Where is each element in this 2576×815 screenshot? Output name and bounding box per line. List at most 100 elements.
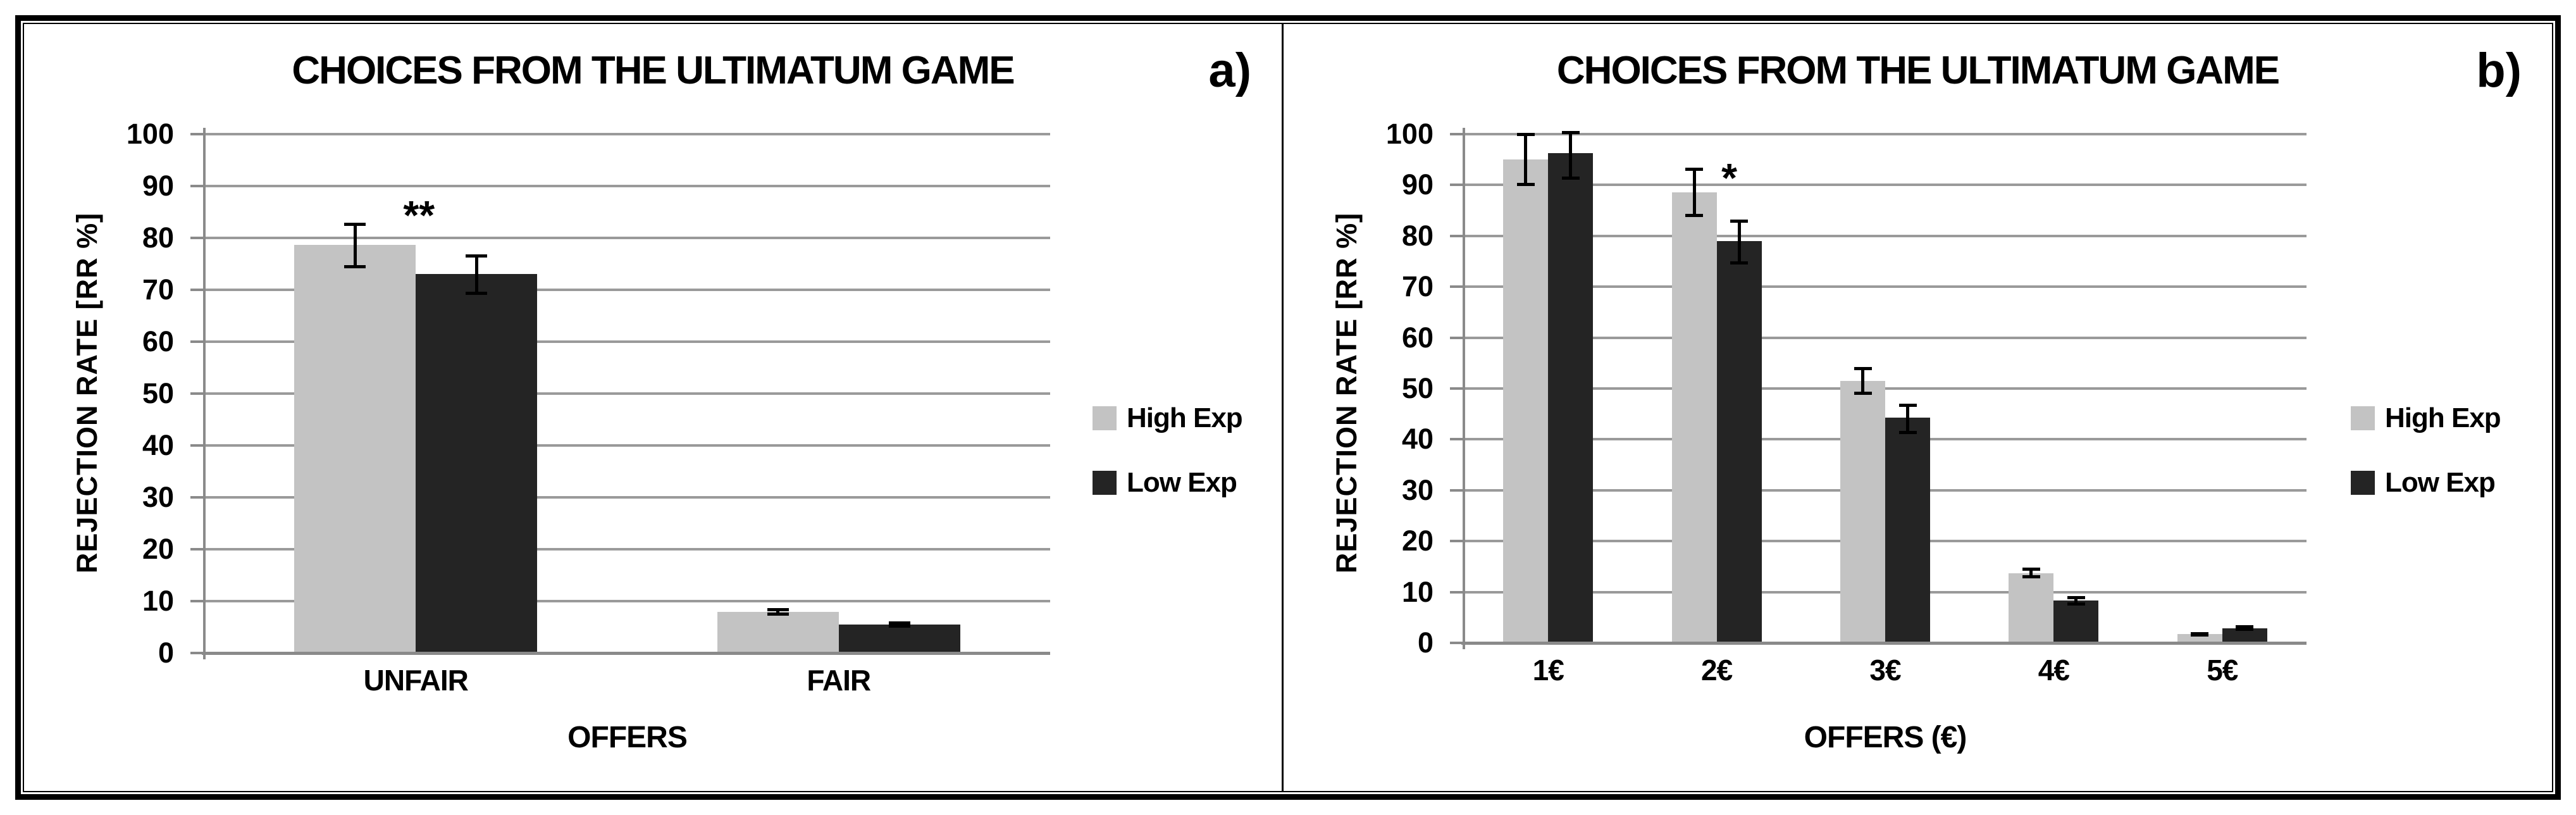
legend-swatch bbox=[1093, 471, 1117, 495]
error-bar-line bbox=[1692, 168, 1696, 216]
error-bar-cap-bottom bbox=[1854, 392, 1872, 395]
x-tick-label-4: 5€ bbox=[2207, 654, 2238, 687]
y-tick-label-40: 40 bbox=[142, 429, 174, 461]
legend-item-high-exp: High Exp bbox=[1093, 402, 1243, 434]
gridline-50 bbox=[204, 392, 1050, 395]
legend-swatch bbox=[2351, 471, 2375, 495]
bar-low-exp-1 bbox=[1716, 240, 1762, 643]
y-tick-70 bbox=[1450, 285, 1464, 289]
y-tick-90 bbox=[190, 185, 204, 187]
y-tick-100 bbox=[190, 133, 204, 136]
error-bar-line bbox=[2074, 597, 2078, 604]
gridline-50 bbox=[1464, 387, 2307, 390]
gridline-100 bbox=[1464, 133, 2307, 136]
y-tick-label-10: 10 bbox=[142, 585, 174, 617]
y-tick-0 bbox=[1450, 642, 1464, 644]
error-bar-line bbox=[353, 223, 357, 267]
panel-a: CHOICES FROM THE ULTIMATUM GAME a) REJEC… bbox=[24, 24, 1282, 791]
y-tick-label-20: 20 bbox=[142, 533, 174, 565]
y-tick-label-0: 0 bbox=[1417, 626, 1434, 659]
gridline-70 bbox=[1464, 285, 2307, 289]
plot-area-a: 0 10 20 30 40 50 60 70 80 90 100 UNFAIR FAIR ** bbox=[127, 119, 1050, 697]
y-tick-label-50: 50 bbox=[142, 377, 174, 409]
error-bar-line bbox=[1524, 134, 1528, 185]
error-bar-cap-bottom bbox=[888, 625, 910, 628]
error-bar-cap-bottom bbox=[1685, 213, 1704, 217]
y-tick-80 bbox=[1450, 234, 1464, 237]
y-tick-label-90: 90 bbox=[142, 170, 174, 202]
gridline-60 bbox=[204, 340, 1050, 343]
error-bar-cap-bottom bbox=[2236, 628, 2254, 631]
y-tick-50 bbox=[190, 392, 204, 395]
y-axis-line bbox=[203, 128, 206, 659]
y-tick-100 bbox=[1450, 133, 1464, 136]
gridline-10 bbox=[204, 600, 1050, 602]
x-tick-label-2: 3€ bbox=[1869, 654, 1901, 687]
x-tick-label-1: 2€ bbox=[1701, 654, 1733, 687]
y-tick-label-80: 80 bbox=[1401, 219, 1434, 252]
error-bar-line bbox=[1737, 221, 1741, 264]
gridline-40 bbox=[204, 444, 1050, 447]
inner-frame bbox=[23, 23, 2553, 792]
bar-low-exp-2 bbox=[1885, 417, 1930, 643]
panel-divider bbox=[1282, 24, 1284, 791]
y-tick-40 bbox=[1450, 438, 1464, 441]
error-bar-cap-top bbox=[466, 254, 488, 258]
error-bar-line bbox=[2029, 569, 2033, 578]
bar-low-exp-3 bbox=[2053, 600, 2099, 643]
legend-a: High Exp Low Exp bbox=[1093, 402, 1243, 532]
y-tick-label-60: 60 bbox=[1401, 321, 1434, 354]
bar-low-exp-0 bbox=[416, 274, 538, 653]
y-tick-label-70: 70 bbox=[142, 273, 174, 306]
error-bar-cap-bottom bbox=[767, 613, 789, 616]
y-axis-line bbox=[1463, 128, 1465, 649]
y-tick-label-100: 100 bbox=[126, 118, 174, 150]
bar-high-exp-1 bbox=[1671, 192, 1717, 643]
y-tick-label-100: 100 bbox=[1385, 118, 1434, 150]
error-bar-line bbox=[776, 609, 780, 615]
x-tick-label-1: FAIR bbox=[807, 664, 871, 697]
error-bar-cap-top bbox=[1730, 220, 1749, 223]
y-tick-label-0: 0 bbox=[158, 637, 174, 669]
x-tick-label-0: UNFAIR bbox=[363, 664, 469, 697]
error-bar-cap-top bbox=[2236, 625, 2254, 629]
significance-marker-0: ** bbox=[403, 192, 435, 238]
legend-label: High Exp bbox=[2385, 402, 2501, 433]
y-tick-60 bbox=[190, 340, 204, 343]
gridline-80 bbox=[204, 237, 1050, 239]
error-bar-line bbox=[1906, 404, 1909, 433]
error-bar-cap-top bbox=[344, 222, 366, 226]
significance-marker-0: * bbox=[1721, 155, 1738, 201]
y-tick-50 bbox=[1450, 387, 1464, 390]
legend-item-low-exp: Low Exp bbox=[2351, 467, 2501, 499]
x-axis-title-a: OFFERS bbox=[567, 721, 688, 754]
error-bar-cap-top bbox=[1898, 403, 1917, 407]
error-bar-cap-bottom bbox=[1516, 183, 1535, 187]
legend-label: Low Exp bbox=[2385, 467, 2496, 498]
y-tick-30 bbox=[1450, 488, 1464, 492]
y-tick-60 bbox=[1450, 336, 1464, 339]
gridline-80 bbox=[1464, 234, 2307, 237]
bar-low-exp-1 bbox=[838, 624, 960, 653]
error-bar-cap-bottom bbox=[1730, 261, 1749, 265]
y-tick-0 bbox=[190, 652, 204, 654]
y-tick-10 bbox=[1450, 590, 1464, 594]
error-bar-cap-top bbox=[1561, 130, 1580, 134]
error-bar-cap-bottom bbox=[1561, 176, 1580, 180]
y-tick-70 bbox=[190, 289, 204, 291]
error-bar-cap-top bbox=[1685, 167, 1704, 171]
legend-item-low-exp: Low Exp bbox=[1093, 467, 1242, 499]
panel-label-b: b) bbox=[2476, 44, 2522, 97]
bar-high-exp-3 bbox=[2009, 573, 2054, 643]
y-tick-label-50: 50 bbox=[1401, 372, 1434, 404]
error-bar-line bbox=[898, 622, 901, 627]
error-bar-cap-top bbox=[888, 621, 910, 625]
panel-b: CHOICES FROM THE ULTIMATUM GAME b) REJEC… bbox=[1284, 24, 2552, 791]
error-bar-cap-top bbox=[1516, 133, 1535, 137]
y-tick-30 bbox=[190, 496, 204, 499]
y-tick-20 bbox=[190, 548, 204, 551]
error-bar-cap-bottom bbox=[2191, 633, 2209, 637]
error-bar-cap-top bbox=[1854, 366, 1872, 370]
error-bar-cap-bottom bbox=[2022, 575, 2040, 579]
error-bar-line bbox=[1569, 132, 1573, 178]
